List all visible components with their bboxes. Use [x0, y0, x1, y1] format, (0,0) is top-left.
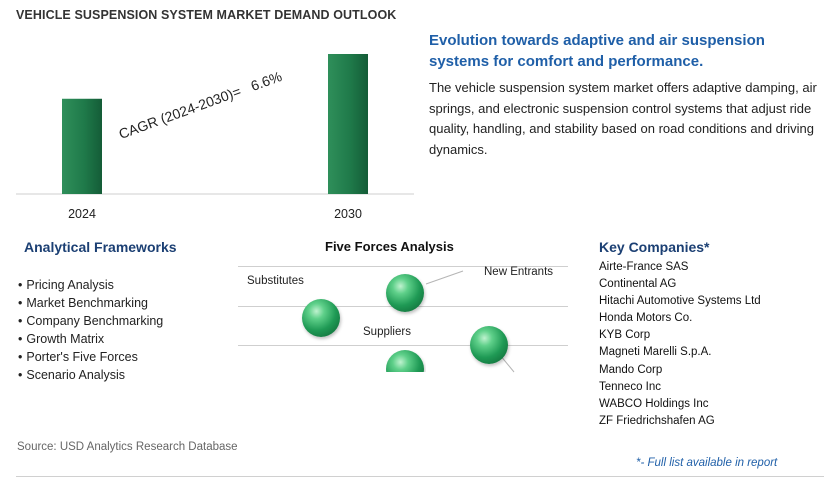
company-item: Airte-France SAS	[599, 261, 689, 273]
x-tick-label: 2030	[334, 207, 362, 221]
companies-list: Airte-France SAS Continental AG Hitachi …	[599, 259, 761, 430]
company-item: KYB Corp	[599, 329, 651, 342]
company-item: ZF Friedrichshafen AG	[599, 414, 715, 427]
source-note: Source: USD Analytics Research Database	[17, 441, 238, 453]
forces-gridline	[238, 266, 568, 267]
x-tick-label: 2024	[68, 207, 96, 221]
buyers-sphere-icon	[470, 326, 508, 364]
framework-item: Company Benchmarking	[18, 312, 163, 330]
full-list-footnote: *- Full list available in report	[636, 457, 778, 469]
framework-item: Porter's Five Forces	[18, 348, 163, 366]
frameworks-list: Pricing Analysis Market Benchmarking Com…	[18, 276, 163, 384]
bar-2030	[328, 54, 368, 194]
bottom-divider	[16, 476, 824, 477]
framework-item: Growth Matrix	[18, 330, 163, 348]
force-label-new-entrants: New Entrants	[484, 266, 554, 278]
company-item: WABCO Holdings Inc	[599, 397, 709, 410]
company-item: Mando Corp	[599, 363, 663, 376]
five-forces-title: Five Forces Analysis	[325, 239, 454, 254]
company-item: Continental AG	[599, 278, 677, 291]
company-item: Magneti Marelli S.p.A.	[599, 346, 712, 359]
framework-item: Pricing Analysis	[18, 276, 163, 294]
force-label-suppliers: Suppliers	[363, 326, 411, 338]
headline: Evolution towards adaptive and air suspe…	[429, 32, 765, 70]
rivalry-sphere-icon	[386, 350, 424, 372]
connector-line	[425, 270, 464, 285]
company-item: Tenneco Inc	[599, 380, 662, 393]
market-description: The vehicle suspension system market off…	[429, 80, 817, 157]
framework-item: Scenario Analysis	[18, 366, 163, 384]
companies-title: Key Companies*	[599, 239, 710, 255]
bar-2024	[62, 98, 102, 194]
company-item: Honda Motors Co.	[599, 312, 693, 325]
framework-item: Market Benchmarking	[18, 294, 163, 312]
frameworks-title: Analytical Frameworks	[24, 239, 177, 255]
rivalry-sphere-clip	[386, 350, 426, 372]
force-label-substitutes: Substitutes	[247, 275, 304, 287]
new-entrants-sphere-icon	[386, 274, 424, 312]
substitutes-sphere-icon	[302, 299, 340, 337]
bar-chart: 2024 2030	[16, 54, 414, 221]
company-item: Hitachi Automotive Systems Ltd	[599, 295, 761, 308]
chart-title: VEHICLE SUSPENSION SYSTEM MARKET DEMAND …	[16, 8, 397, 22]
forces-gridline	[238, 345, 568, 346]
